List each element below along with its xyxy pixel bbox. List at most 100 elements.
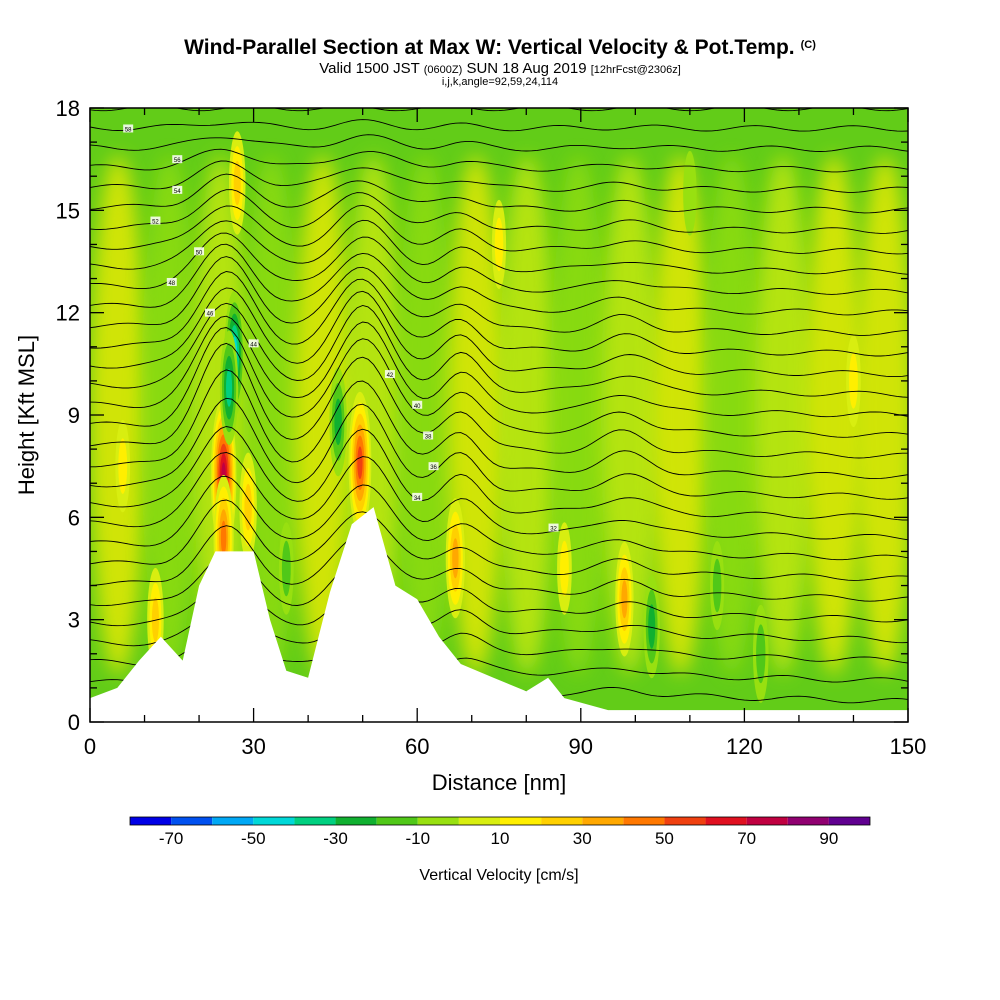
theta-contour (90, 204, 908, 255)
colorbar-swatch (705, 817, 747, 825)
velocity-cell (357, 446, 363, 480)
theta-label: 52 (150, 216, 161, 226)
x-axis-label: Distance [nm] (432, 770, 567, 795)
x-tick-label: 30 (241, 734, 265, 759)
velocity-cell (683, 150, 697, 236)
theta-label: 58 (123, 124, 134, 133)
velocity-cell (621, 580, 628, 619)
colorbar-swatch (787, 817, 829, 825)
colorbar-swatch (458, 817, 500, 825)
section-info: i,j,k,angle=92,59,24,114 (441, 76, 559, 88)
y-tick-label: 9 (68, 403, 80, 428)
colorbar-swatch (335, 817, 377, 825)
theta-contour (90, 256, 908, 336)
theta-label-text: 58 (125, 127, 132, 133)
theta-label: 44 (248, 339, 259, 348)
colorbar-swatch (828, 817, 870, 825)
theta-contour (90, 315, 908, 418)
y-axis-label: Height [Kft MSL] (14, 335, 39, 495)
theta-contour (90, 232, 908, 295)
theta-contour (90, 243, 908, 316)
y-tick-label: 0 (68, 710, 80, 735)
velocity-cell (756, 624, 766, 684)
y-tick-label: 15 (56, 198, 80, 223)
colorbar-frame (129, 816, 871, 826)
theta-label-text: 56 (174, 158, 181, 164)
velocity-cell (220, 520, 227, 555)
y-tick-label: 18 (56, 96, 80, 121)
theta-label: 56 (172, 155, 183, 164)
colorbar-swatch (376, 817, 418, 825)
colorbar-tick-label: -10 (405, 829, 430, 848)
x-axis: 0 30 60 90 120 150 (84, 108, 926, 759)
velocity-cell (334, 398, 342, 446)
velocity-cell (226, 368, 233, 407)
velocity-cell (151, 597, 159, 642)
velocity-cell (118, 438, 128, 494)
colorbar-swatch (253, 817, 295, 825)
velocity-cell (452, 538, 459, 579)
colorbar-tick-label: -50 (241, 829, 266, 848)
theta-contour (90, 452, 908, 541)
colorbar-swatch (212, 817, 254, 825)
colorbar-swatch (294, 817, 336, 825)
velocity-cell (648, 604, 656, 649)
theta-contour (90, 327, 908, 438)
valid-time: Valid 1500 JST (319, 60, 420, 77)
velocity-cell (712, 558, 722, 613)
y-tick-label: 3 (68, 608, 80, 633)
field-band (294, 155, 351, 675)
colorbar-tick-label: 90 (819, 829, 838, 848)
colorbar-swatch (417, 817, 459, 825)
chart-title: Wind-Parallel Section at Max W: Vertical… (0, 36, 1000, 60)
theta-label: 34 (412, 492, 423, 502)
field-band (805, 155, 862, 675)
chart-subtitle: Valid 1500 JST (0600Z) SUN 18 Aug 2019 [… (0, 60, 1000, 77)
theta-label: 46 (204, 308, 215, 318)
theta-contour (90, 108, 908, 112)
title-line1: Wind-Parallel Section at Max W: Vertical… (184, 36, 795, 59)
theta-label-text: 42 (387, 373, 394, 379)
theta-label: 36 (428, 462, 439, 471)
theta-label-text: 52 (152, 220, 159, 226)
theta-label-text: 36 (430, 465, 437, 471)
theta-contour (90, 475, 908, 561)
theta-contour (90, 219, 908, 275)
theta-contour (90, 397, 908, 500)
valid-date: SUN 18 Aug 2019 (466, 60, 587, 77)
theta-label: 42 (384, 370, 395, 379)
velocity-cell (849, 353, 858, 409)
colorbar-swatch (582, 817, 624, 825)
theta-label-text: 40 (414, 404, 421, 410)
colorbar-swatch (500, 817, 542, 825)
theta-contour (90, 148, 908, 173)
colorbar-tick-label: 50 (655, 829, 674, 848)
theta-label-text: 34 (414, 496, 421, 502)
colorbar-swatch (541, 817, 583, 825)
theta-label: 40 (412, 400, 423, 410)
velocity-cell (233, 160, 241, 206)
y-tick-label: 12 (56, 301, 80, 326)
plot-area: 58 56 54 52 50 48 46 44 42 40 38 36 34 32 (90, 108, 908, 722)
colorbar-tick-label: -70 (159, 829, 184, 848)
theta-label: 48 (166, 277, 177, 287)
theta-contour (90, 119, 908, 132)
field-band (550, 155, 607, 675)
theta-contour (90, 426, 908, 521)
colorbar-swatch (746, 817, 788, 825)
theta-contour (90, 342, 908, 459)
theta-contour (90, 173, 908, 214)
theta-contour (90, 134, 908, 152)
velocity-cells (115, 131, 861, 703)
utc-time: (0600Z) (423, 64, 463, 76)
forecast-info: [12hrFcst@2306z] (590, 64, 681, 76)
theta-label-text: 38 (425, 434, 432, 440)
velocity-cell (281, 540, 291, 597)
theta-contour (90, 287, 908, 378)
theta-contour (90, 189, 908, 234)
terrain (90, 507, 908, 722)
x-tick-label: 120 (726, 734, 763, 759)
y-tick-label: 6 (68, 505, 80, 530)
